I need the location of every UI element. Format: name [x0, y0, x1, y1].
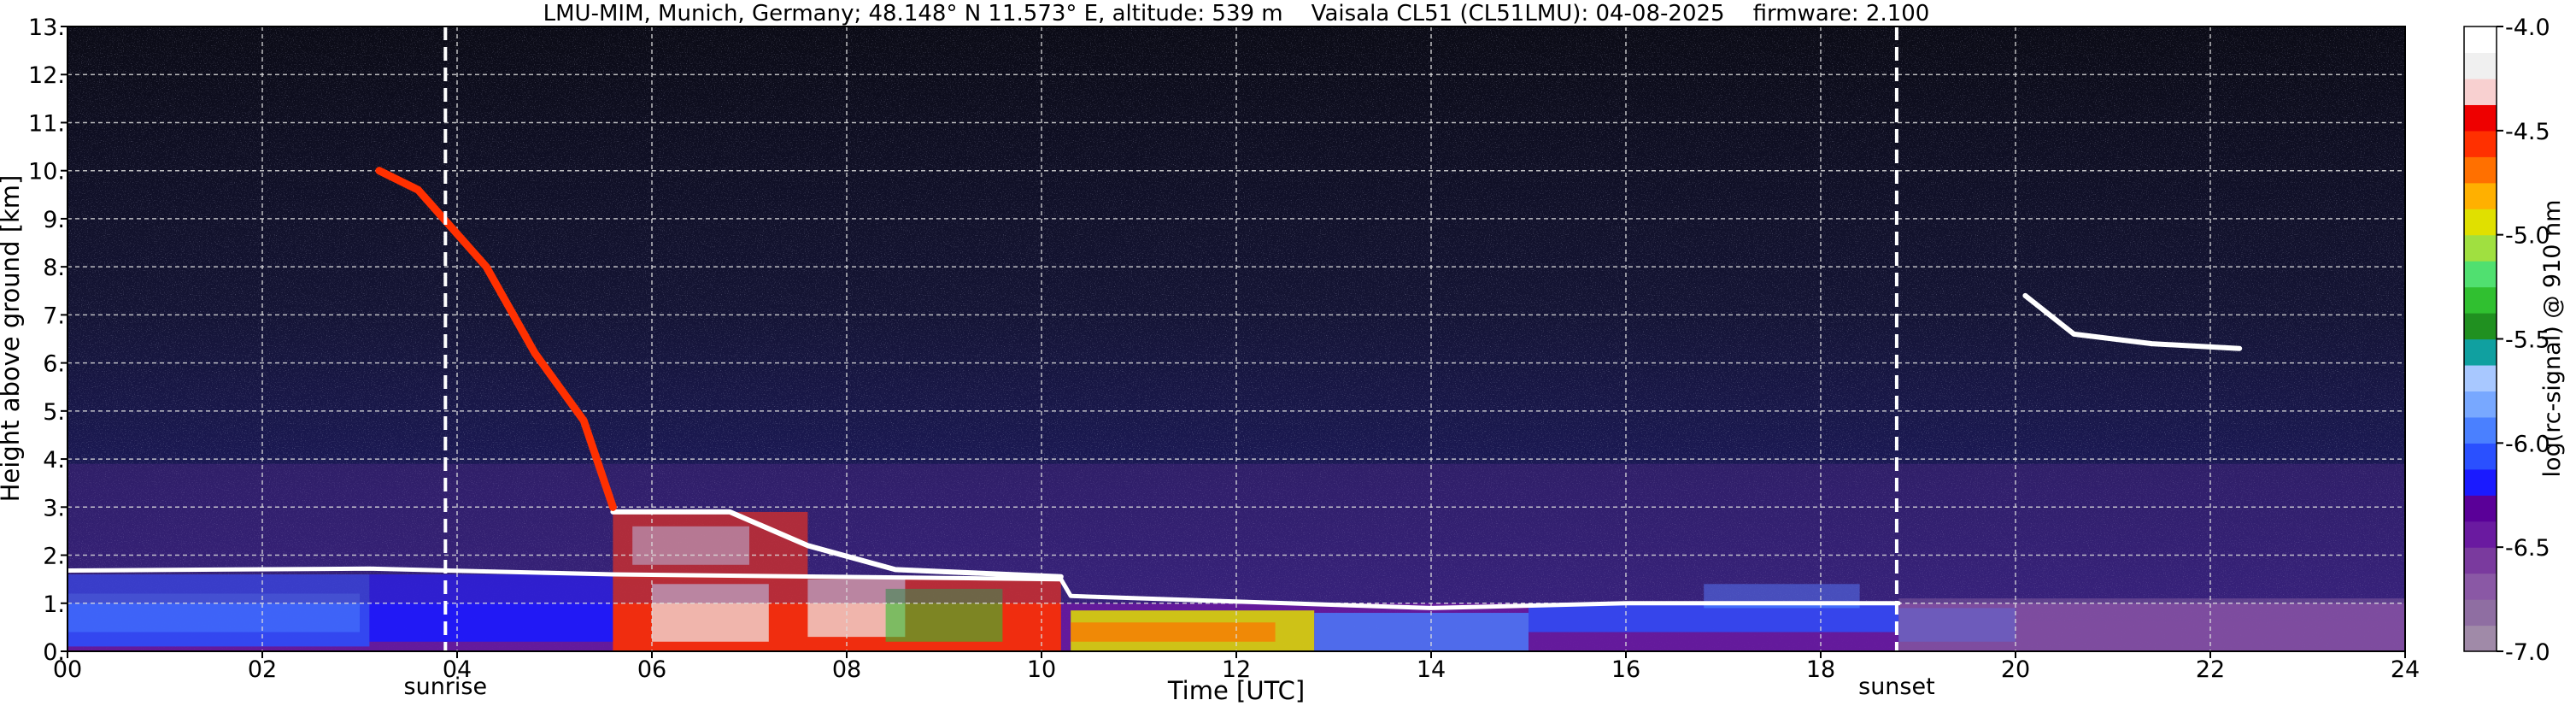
backscatter-region-12 — [1071, 622, 1276, 642]
plot-area — [65, 26, 2406, 652]
cirrus-evening-line — [2022, 292, 2243, 351]
colorbar-swatch-21 — [2464, 104, 2497, 132]
backscatter-region-3 — [67, 593, 360, 632]
x-tick-label-02: 02 — [248, 656, 277, 683]
colorbar-swatch-12 — [2464, 338, 2497, 366]
y-tick-label-13: 13. — [28, 15, 65, 41]
y-tick-label-8: 8. — [43, 255, 65, 281]
colorbar-tick-label-6: -4.0 — [2505, 15, 2550, 41]
x-tick-label-18: 18 — [1806, 656, 1835, 683]
colorbar-tick-label-1: -6.5 — [2505, 535, 2550, 562]
x-tick-label-14: 14 — [1417, 656, 1446, 683]
y-tick-label-10: 10. — [28, 159, 65, 185]
backscatter-region-4 — [369, 574, 613, 642]
colorbar-swatch-17 — [2464, 209, 2497, 236]
colorbar-swatch-2 — [2464, 599, 2497, 627]
colorbar-swatch-7 — [2464, 468, 2497, 496]
y-tick-label-2: 2. — [43, 544, 65, 570]
x-tick-label-20: 20 — [2001, 656, 2030, 683]
colorbar-swatch-23 — [2464, 52, 2497, 79]
colorbar-swatch-14 — [2464, 286, 2497, 314]
y-tick-label-12: 12. — [28, 62, 65, 89]
boundary-layer-top-line — [65, 566, 1901, 610]
colorbar-swatch-24 — [2464, 26, 2497, 54]
x-axis: sunrise sunset 00 02 04 06 08 10 12 14 16 18 20 22 24 — [53, 651, 2420, 700]
x-tick-label-24: 24 — [2391, 656, 2420, 683]
y-tick-label-3: 3. — [43, 495, 65, 521]
colorbar-tick-label-5: -4.5 — [2505, 119, 2550, 145]
colorbar-swatch-18 — [2464, 182, 2497, 209]
x-tick-label-12: 12 — [1222, 656, 1251, 683]
y-axis-label: Height above ground [km] — [0, 175, 25, 503]
y-tick-label-5: 5. — [43, 399, 65, 426]
colorbar-tick-label-3: -5.5 — [2505, 327, 2550, 354]
colorbar-label: log(rc-signal) @ 910 nm — [2539, 200, 2566, 478]
x-tick-label-00: 00 — [53, 656, 82, 683]
colorbar-swatch-9 — [2464, 416, 2497, 444]
x-axis-label: Time [UTC] — [1167, 676, 1305, 705]
y-tick-label-7: 7. — [43, 303, 65, 329]
y-tick-label-11: 11. — [28, 110, 65, 137]
backscatter-region-13 — [1314, 613, 1529, 651]
colorbar-swatch-5 — [2464, 521, 2497, 548]
y-tick-label-6: 6. — [43, 351, 65, 378]
sunrise-label: sunrise — [404, 674, 488, 700]
colorbar-swatch-10 — [2464, 391, 2497, 418]
y-tick-label-4: 4. — [43, 447, 65, 474]
cloud-base-layer-line — [610, 509, 1064, 580]
y-tick-label-0: 0. — [43, 639, 65, 666]
colorbar-swatch-8 — [2464, 443, 2497, 470]
y-tick-label-1: 1. — [43, 591, 65, 618]
backscatter-region-18 — [67, 463, 2405, 603]
sunset-label: sunset — [1858, 674, 1935, 700]
colorbar-swatch-22 — [2464, 78, 2497, 105]
colorbar-swatch-4 — [2464, 547, 2497, 574]
cirrus-descending-line — [375, 167, 617, 511]
y-axis: 0. 1. 2. 3. 4. 5. 6. 7. 8. 9. 10. 11. 12. 13. — [28, 15, 67, 666]
x-tick-label-04: 04 — [443, 656, 472, 683]
chart-title: LMU-MIM, Munich, Germany; 48.148° N 11.5… — [543, 1, 1930, 26]
x-tick-label-16: 16 — [1611, 656, 1640, 683]
colorbar-tick-label-0: -7.0 — [2505, 639, 2550, 666]
colorbar-swatch-11 — [2464, 364, 2497, 392]
x-tick-label-22: 22 — [2196, 656, 2225, 683]
colorbar-swatch-3 — [2464, 573, 2497, 600]
backscatter-region-14 — [1529, 603, 1899, 632]
x-tick-label-10: 10 — [1027, 656, 1056, 683]
y-tick-label-9: 9. — [43, 207, 65, 233]
x-tick-label-08: 08 — [832, 656, 861, 683]
colorbar-swatch-19 — [2464, 156, 2497, 184]
colorbar-swatch-16 — [2464, 234, 2497, 262]
colorbar-swatch-1 — [2464, 625, 2497, 652]
colorbar-tick-label-2: -6.0 — [2505, 431, 2550, 457]
colorbar-swatch-15 — [2464, 261, 2497, 288]
x-tick-label-06: 06 — [637, 656, 666, 683]
colorbar-swatch-20 — [2464, 130, 2497, 157]
colorbar-swatch-13 — [2464, 313, 2497, 340]
backscatter-region-17 — [1898, 598, 2405, 651]
colorbar-swatch-6 — [2464, 495, 2497, 522]
colorbar: -7.0 -6.5 -6.0 -5.5 -5.0 -4.5 -4.0 — [2463, 15, 2550, 666]
colorbar-tick-label-4: -5.0 — [2505, 223, 2550, 250]
backscatter-region-8 — [885, 588, 1003, 642]
backscatter-region-6 — [652, 584, 769, 642]
